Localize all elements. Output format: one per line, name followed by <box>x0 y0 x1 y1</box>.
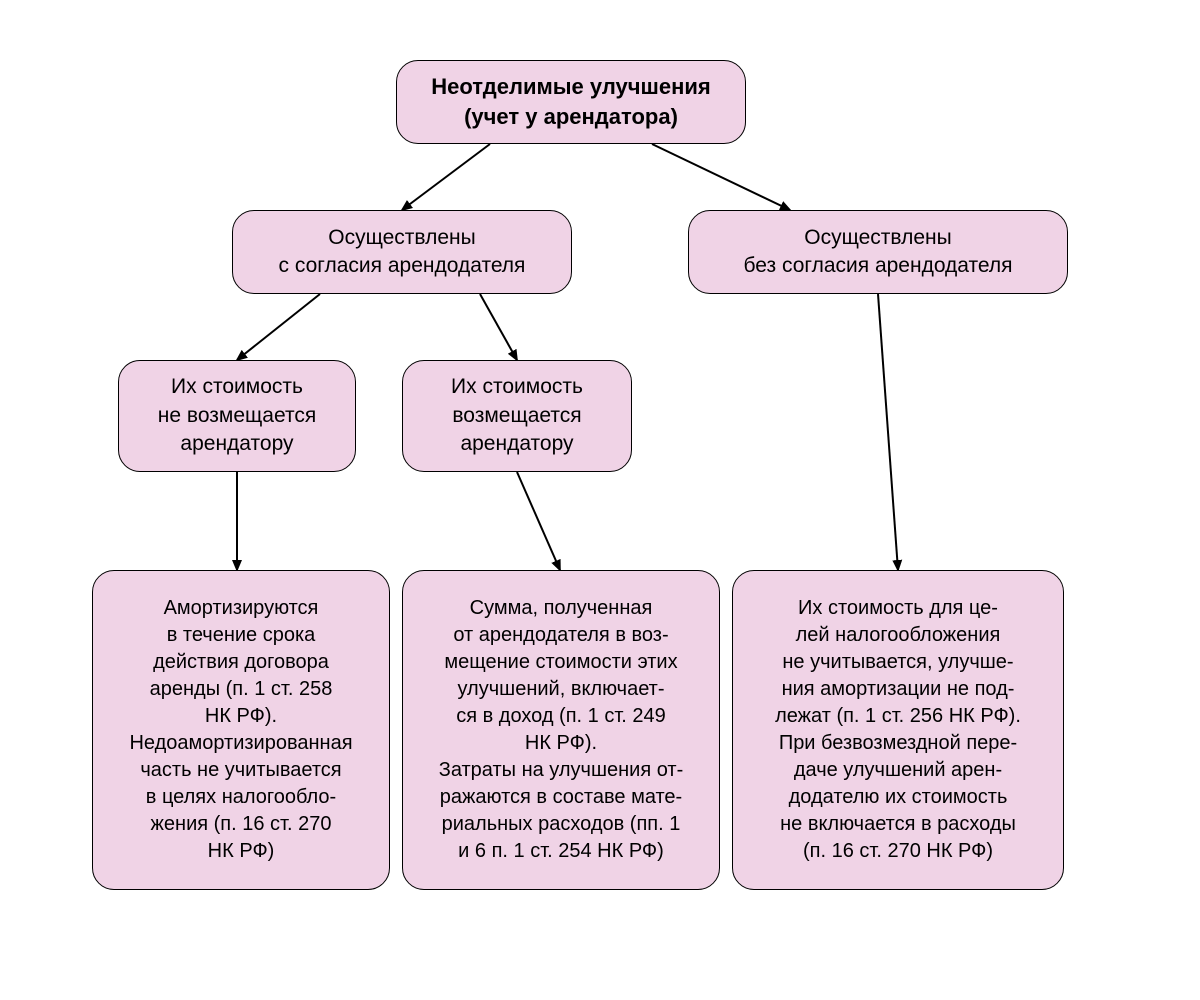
flowchart-node-out3: Их стоимость для це- лей налогообложения… <box>732 570 1064 890</box>
flowchart-edge-0 <box>402 144 490 210</box>
flowchart-node-label: Их стоимость не возмещается арендатору <box>158 373 316 458</box>
flowchart-node-right1: Осуществлены без согласия арендодателя <box>688 210 1068 294</box>
flowchart-node-label: Амортизируются в течение срока действия … <box>129 595 352 865</box>
flowchart-node-label: Их стоимость для це- лей налогообложения… <box>775 595 1021 865</box>
flowchart-edge-1 <box>652 144 790 210</box>
flowchart-edge-3 <box>480 294 517 360</box>
flowchart-node-label: Осуществлены с согласия арендодателя <box>279 224 526 281</box>
flowchart-node-out2: Сумма, полученная от арендодателя в воз-… <box>402 570 720 890</box>
flowchart-node-leftA: Их стоимость не возмещается арендатору <box>118 360 356 472</box>
flowchart-node-leftB: Их стоимость возмещается арендатору <box>402 360 632 472</box>
flowchart-node-out1: Амортизируются в течение срока действия … <box>92 570 390 890</box>
flowchart-edge-6 <box>878 294 898 570</box>
flowchart-edge-2 <box>237 294 320 360</box>
flowchart-node-label: Неотделимые улучшения (учет у арендатора… <box>431 72 710 131</box>
flowchart-node-label: Сумма, полученная от арендодателя в воз-… <box>439 595 683 865</box>
flowchart-edge-5 <box>517 472 560 570</box>
flowchart-node-root: Неотделимые улучшения (учет у арендатора… <box>396 60 746 144</box>
flowchart-node-left1: Осуществлены с согласия арендодателя <box>232 210 572 294</box>
flowchart-node-label: Их стоимость возмещается арендатору <box>451 373 583 458</box>
flowchart-node-label: Осуществлены без согласия арендодателя <box>743 224 1012 281</box>
